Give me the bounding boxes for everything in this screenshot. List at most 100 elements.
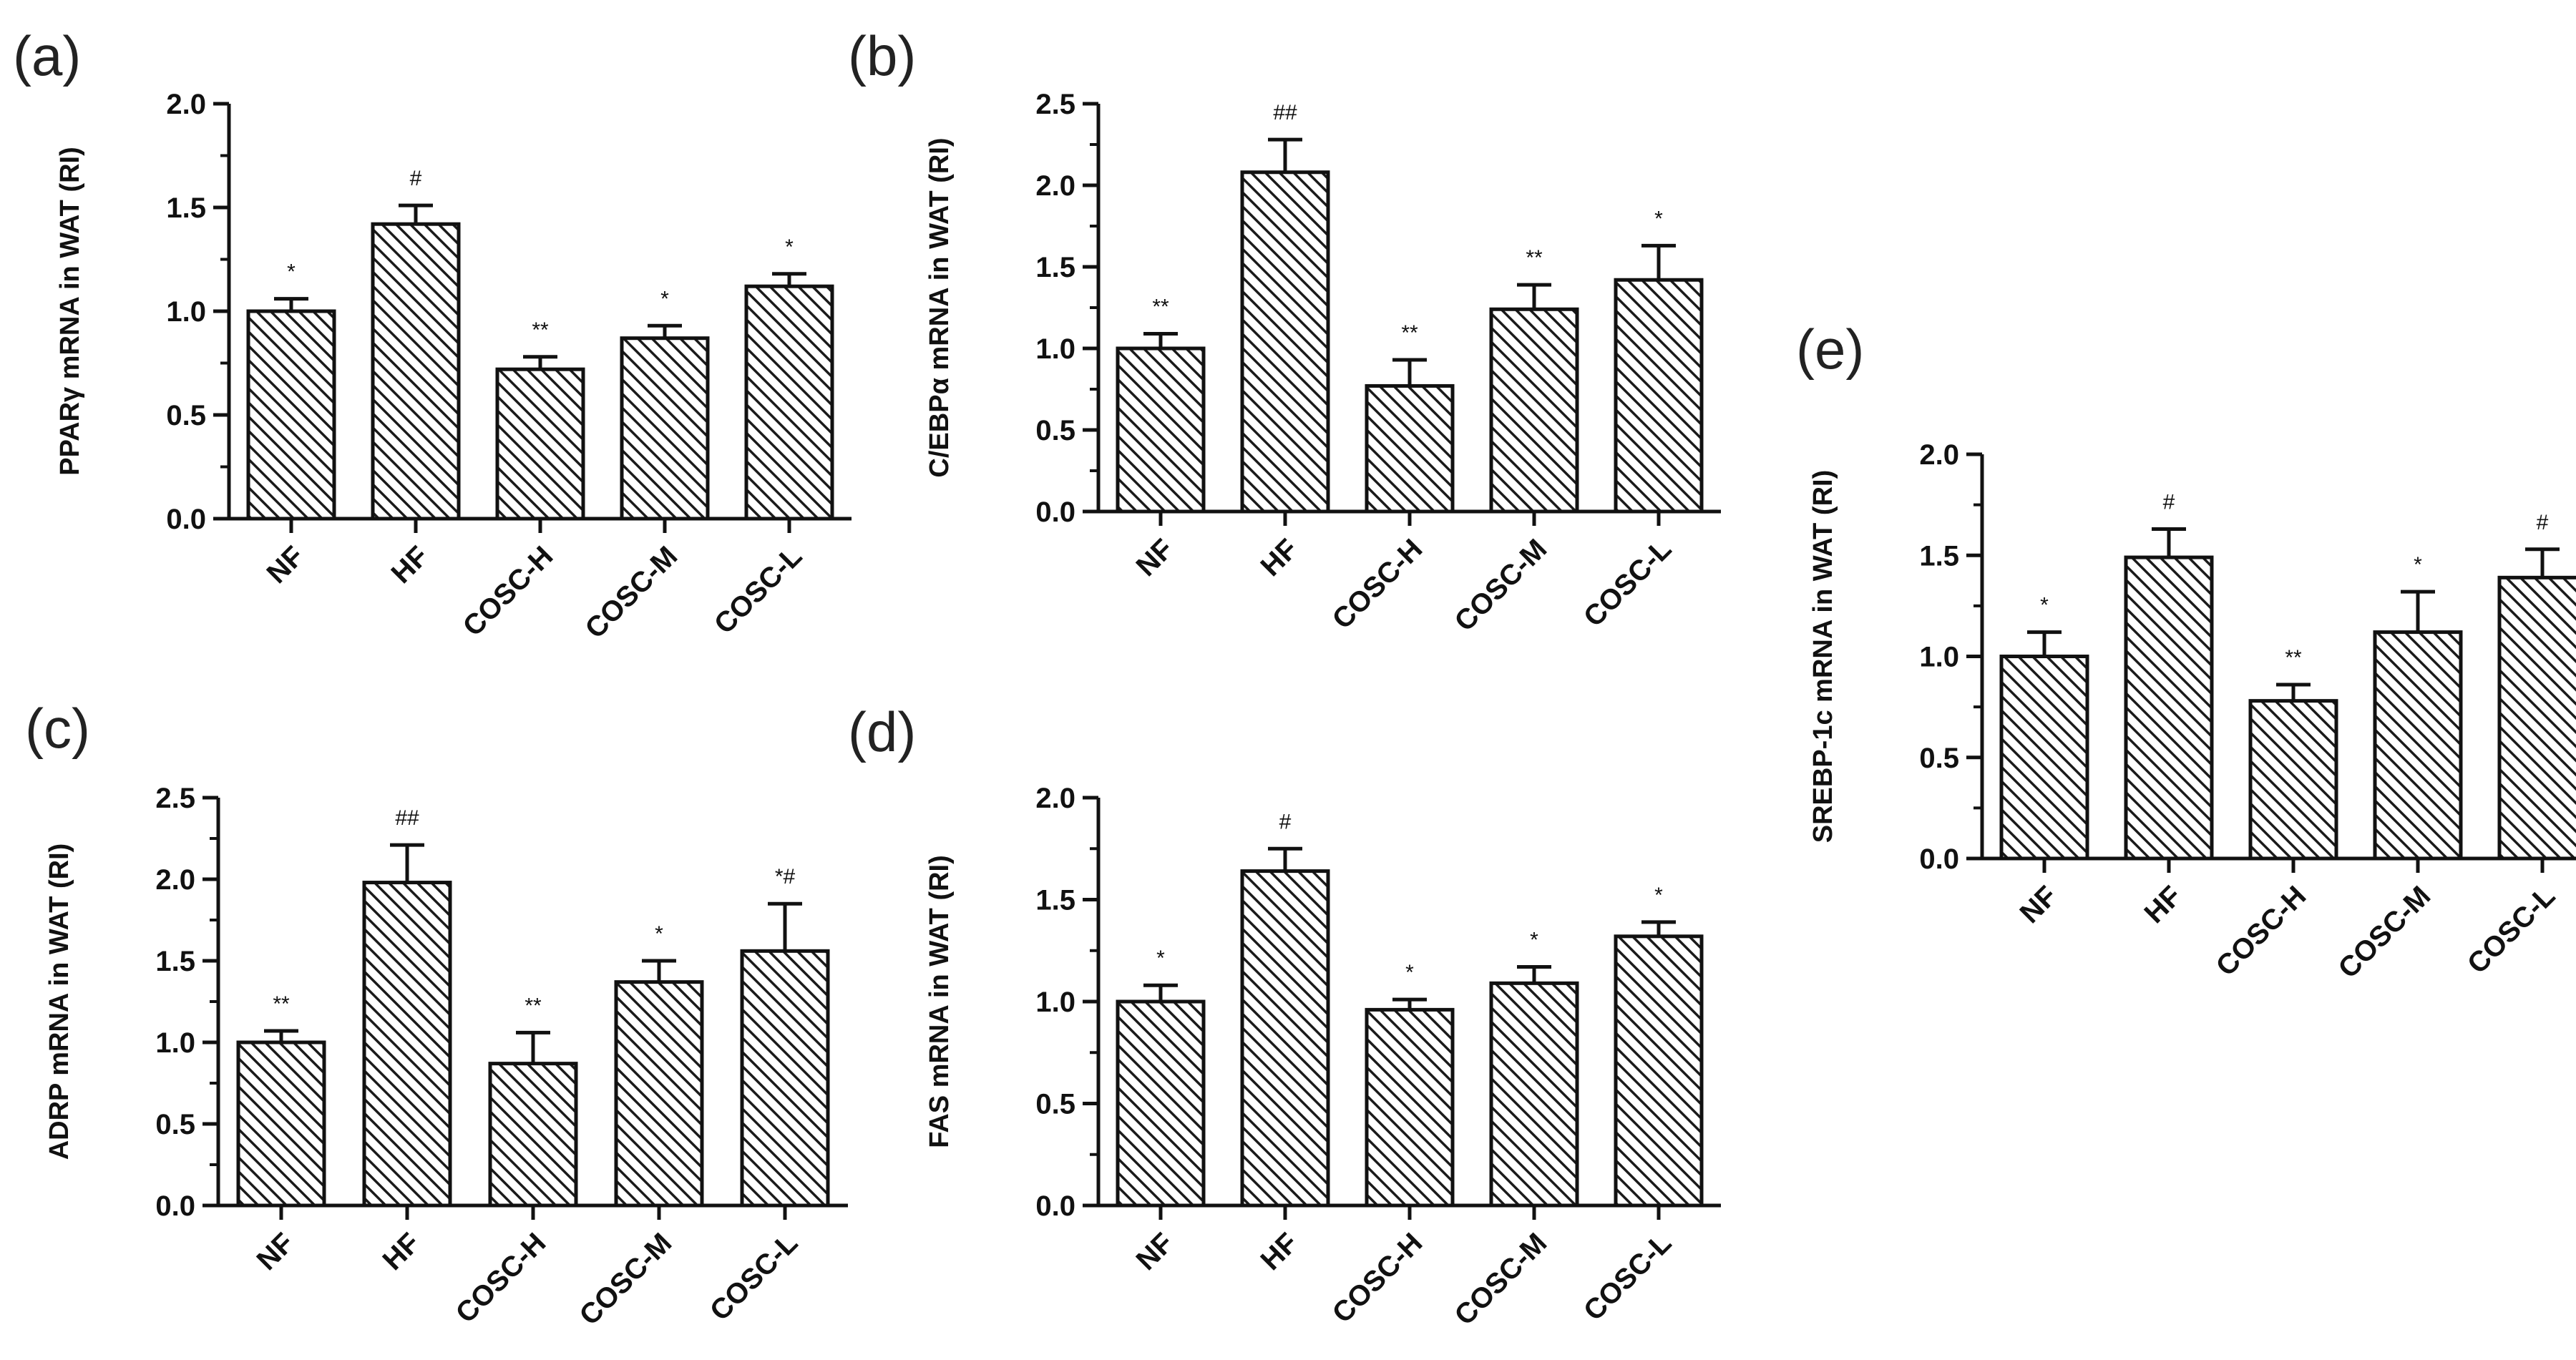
category-label: COSC-H [457,540,560,642]
y-tick-label: 1.0 [166,296,206,328]
bar [620,336,710,521]
y-tick-label: 0.5 [1919,743,1959,774]
category-label: COSC-L [704,1227,804,1327]
chart-panel: (e) SREBP-1c mRNA in WAT (RI) 0.0 0.5 1.0 1.5… [1796,318,2576,984]
bar [1240,869,1330,1208]
significance-label: * [1654,884,1663,907]
y-tick-label: 1.0 [1919,642,1959,673]
category-label: COSC-H [2210,880,2313,982]
y-tick-label: 2.0 [166,89,206,120]
y-tick-label: 0.0 [1035,1190,1075,1222]
category-label: HF [2139,880,2188,929]
bar [1365,383,1455,514]
significance-label: ** [2285,646,2302,670]
significance-label: ** [1152,295,1169,318]
chart-panel: (a) PPARγ mRNA in WAT (RI) 0.0 0.5 1.0 1.5 2.0… [13,24,852,645]
category-label: COSC-H [450,1227,552,1329]
category-label: COSC-H [1327,533,1429,635]
significance-label: * [2040,594,2049,617]
significance-label: # [1279,810,1292,833]
y-tick-label: 1.0 [155,1027,195,1059]
y-axis-title: SREBP-1c mRNA in WAT (RI) [1808,470,1838,843]
bar [1240,170,1330,514]
y-tick-label: 1.5 [155,946,195,977]
significance-label: *# [775,865,796,889]
bar [1365,1007,1455,1208]
y-tick-label: 2.5 [1035,89,1075,120]
chart-panel: (c) ADRP mRNA in WAT (RI) 0.0 0.5 1.0 1.5 2.0 2… [25,697,848,1331]
bar [2497,575,2576,861]
panel-label: (c) [25,697,90,760]
y-axis-title: PPARγ mRNA in WAT (RI) [55,147,85,476]
y-axis-title: FAS mRNA in WAT (RI) [924,855,955,1148]
bar [2373,630,2463,861]
category-label: NF [1131,533,1180,582]
bar [740,949,830,1208]
significance-label: ** [532,318,549,342]
significance-label: ## [395,806,419,830]
significance-label: * [660,287,669,310]
y-axis-title: ADRP mRNA in WAT (RI) [44,843,74,1160]
significance-label: * [1156,946,1165,970]
bar [362,881,452,1208]
category-label: COSC-L [1578,1227,1678,1327]
bar [488,1062,578,1208]
y-tick-label: 1.0 [1035,333,1075,365]
bar [2124,555,2214,861]
significance-label: * [2414,553,2422,577]
y-tick-label: 0.5 [155,1109,195,1140]
significance-label: ** [1401,321,1418,345]
y-tick-label: 2.0 [1035,170,1075,202]
category-label: COSC-M [1449,1227,1553,1331]
y-tick-label: 0.0 [166,504,206,535]
bar [1614,934,1704,1208]
category-label: NF [261,540,311,590]
y-tick-label: 1.5 [166,192,206,224]
significance-label: * [785,235,794,259]
category-label: NF [2014,880,2064,929]
significance-label: * [1530,929,1538,952]
bar [1489,981,1579,1208]
significance-label: # [410,167,422,190]
bar [614,980,704,1208]
y-tick-label: 0.0 [1919,843,1959,875]
category-label: HF [386,540,435,590]
significance-label: ## [1273,101,1297,124]
significance-label: * [1654,207,1663,230]
significance-label: ** [1526,246,1543,270]
bar [2248,699,2338,861]
panel-label: (b) [848,24,916,87]
significance-label: # [2537,511,2549,534]
significance-label: ** [525,994,542,1017]
y-tick-label: 0.5 [166,400,206,431]
bar [1116,999,1206,1208]
category-label: COSC-M [1449,533,1553,637]
y-tick-label: 1.0 [1035,987,1075,1018]
significance-label: * [1405,961,1414,984]
y-tick-label: 1.5 [1919,540,1959,572]
bar [744,284,834,521]
y-tick-label: 0.0 [1035,496,1075,528]
panel-label: (e) [1796,318,1864,381]
significance-label: * [287,260,296,284]
y-tick-label: 2.0 [1919,439,1959,471]
chart-panel: (d) FAS mRNA in WAT (RI) 0.0 0.5 1.0 1.5 2.0 * N… [848,700,1721,1331]
bar [236,1040,326,1208]
category-label: HF [377,1227,426,1276]
y-axis-title: C/EBPα mRNA in WAT (RI) [924,137,955,477]
bar [1614,278,1704,514]
y-tick-label: 2.0 [155,864,195,896]
y-tick-label: 2.5 [155,783,195,814]
category-label: COSC-H [1327,1227,1429,1329]
significance-label: ** [273,992,290,1016]
y-tick-label: 0.0 [155,1190,195,1222]
bar [1489,307,1579,514]
category-label: COSC-M [574,1227,678,1331]
bar [246,309,336,521]
category-label: HF [1255,533,1304,582]
panel-label: (a) [13,24,81,87]
category-label: HF [1255,1227,1304,1276]
y-tick-label: 1.5 [1035,252,1075,283]
y-tick-label: 2.0 [1035,783,1075,814]
